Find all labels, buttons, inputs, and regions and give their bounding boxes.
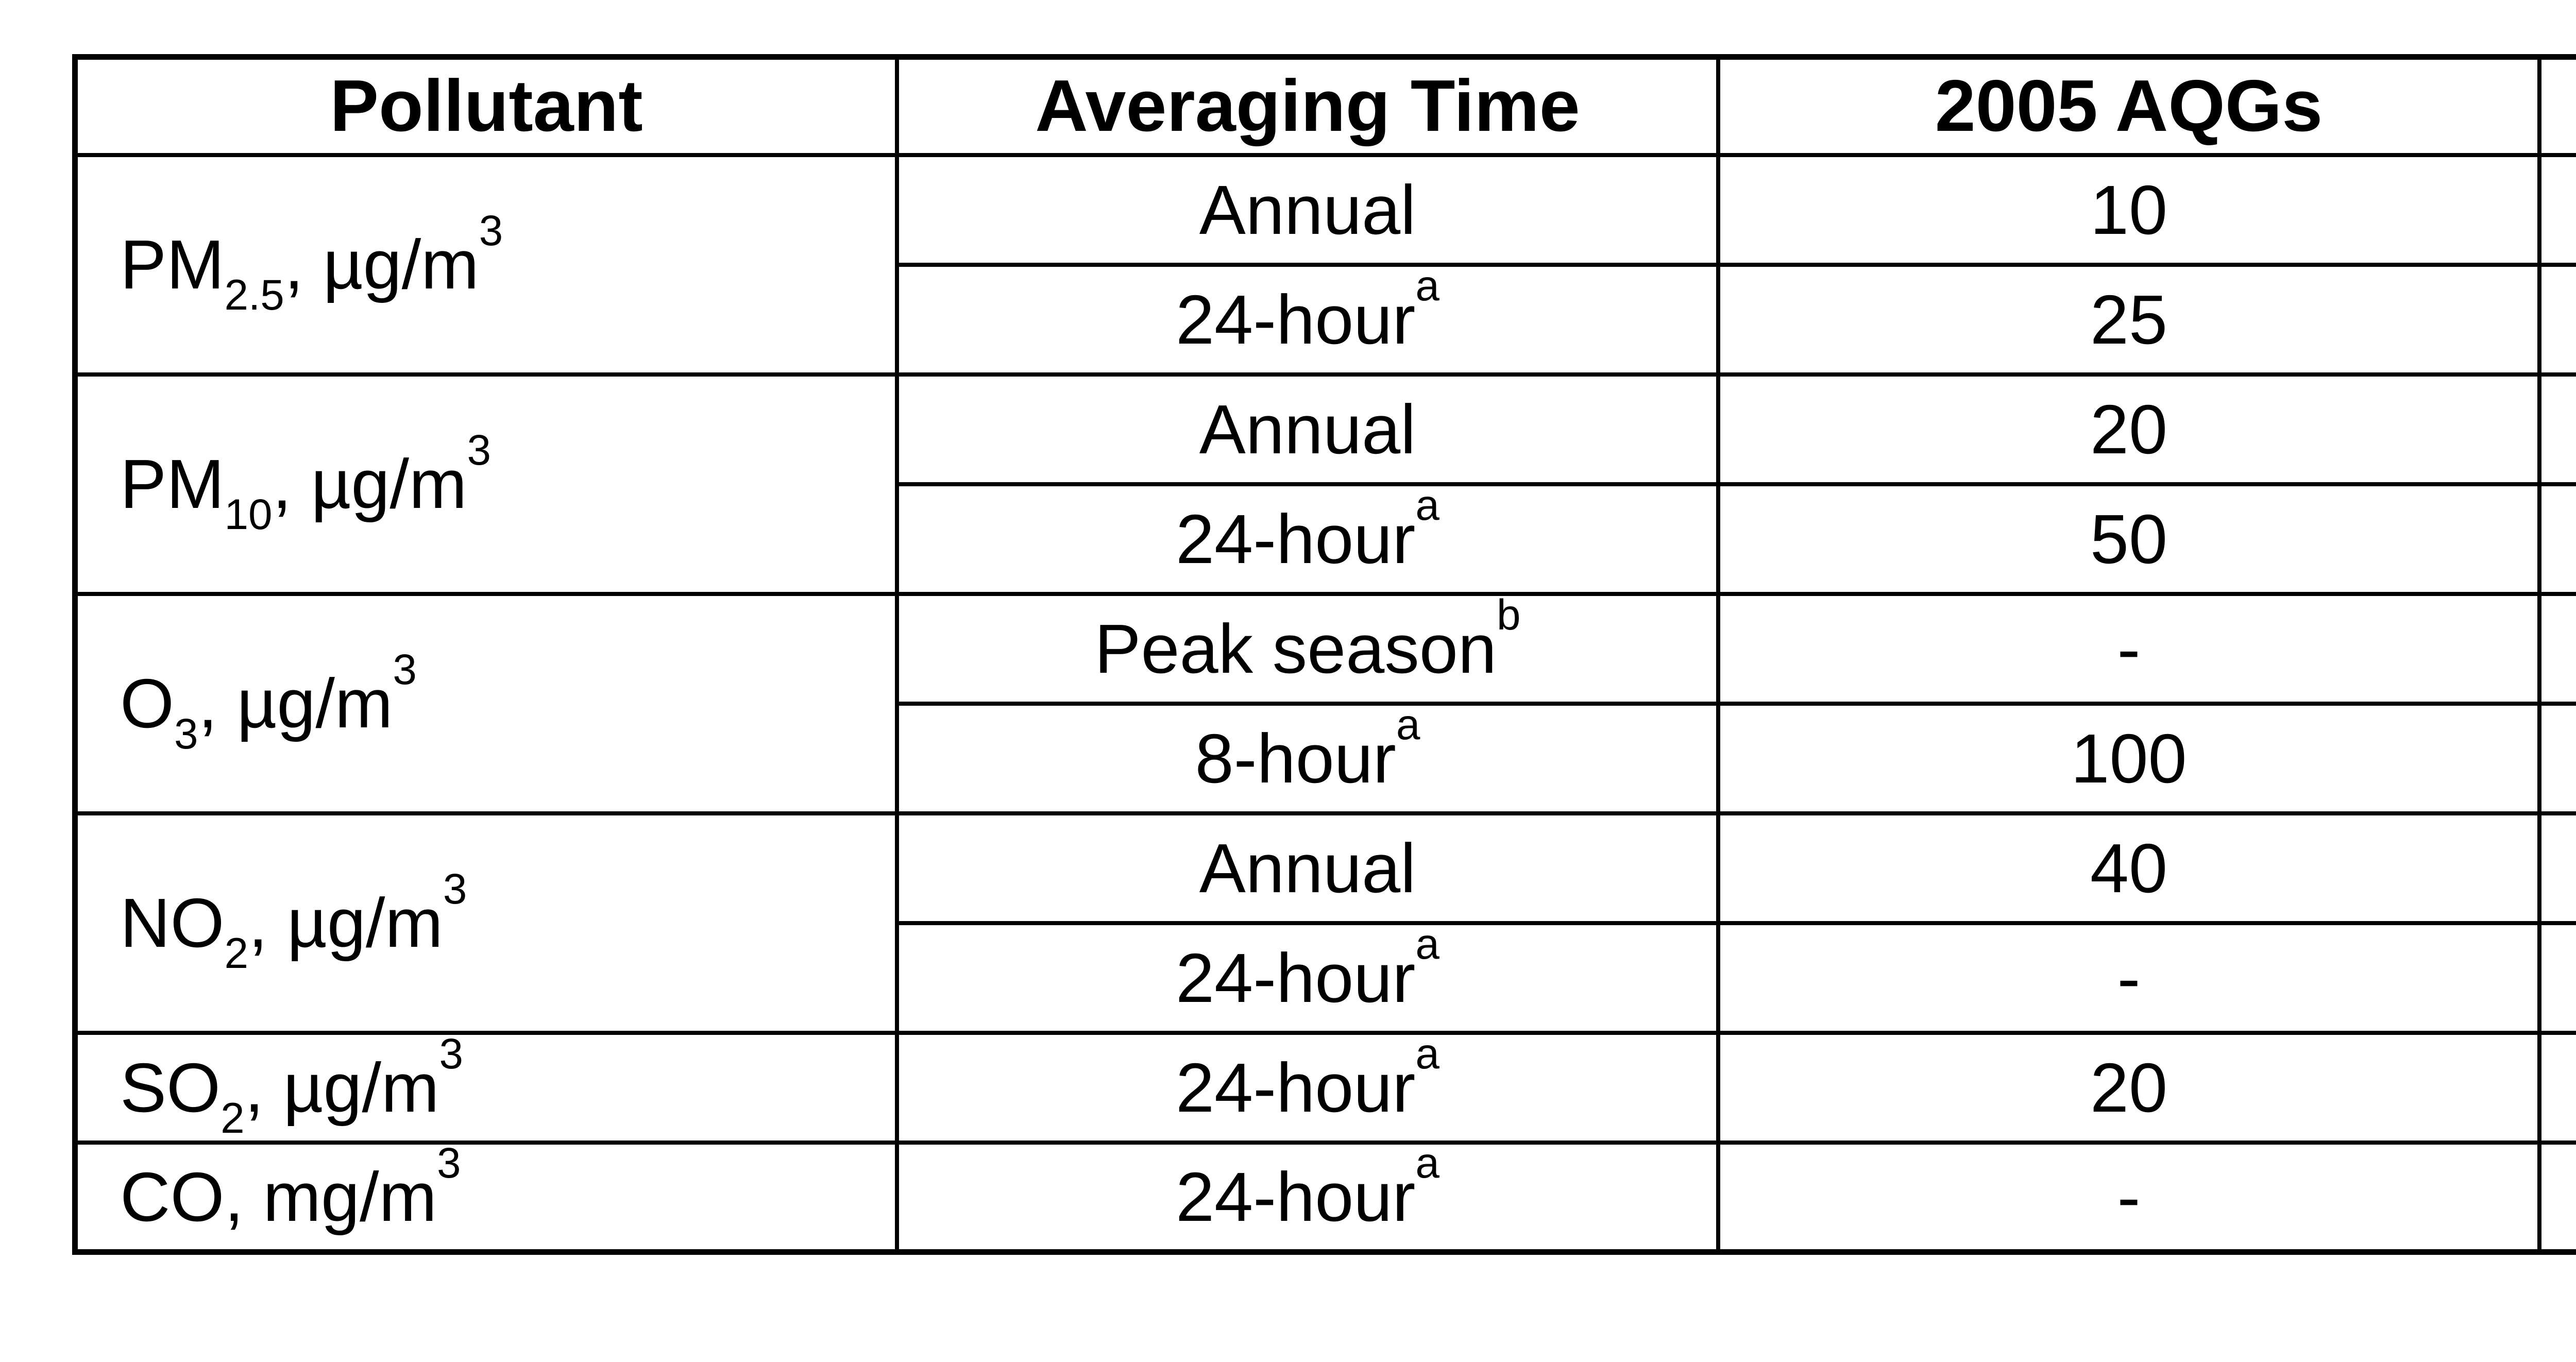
- time-text: 24-hour: [1176, 1048, 1416, 1127]
- footnote-marker: a: [1415, 923, 1439, 968]
- pollutant-superscript: 3: [443, 864, 467, 913]
- header-averaging-time: Averaging Time: [894, 55, 1720, 157]
- time-cell: 24-houra: [894, 262, 1720, 377]
- time-cell: 24-houra: [894, 482, 1720, 596]
- pollutant-unit: , µg/m: [198, 665, 393, 742]
- value-2005-cell: 50: [1716, 482, 2541, 596]
- pollutant-cell-co: CO, mg/m3: [73, 1140, 899, 1254]
- value-2021-cell: 15: [2537, 372, 2576, 486]
- value-2021-cell: 60: [2537, 591, 2576, 706]
- pollutant-subscript: 2: [221, 1093, 245, 1142]
- pollutant-superscript: 3: [479, 206, 503, 255]
- time-text: 8-hour: [1195, 719, 1396, 797]
- footnote-marker: a: [1415, 1032, 1439, 1078]
- time-cell: Annual: [894, 152, 1720, 267]
- pollutant-unit: , µg/m: [248, 884, 443, 962]
- table-row: PM10, µg/m3 Annual 20 15: [73, 372, 2576, 596]
- header-2005-aqgs: 2005 AQGs: [1716, 55, 2541, 157]
- value-2005-cell: 40: [1716, 811, 2541, 925]
- pollutant-superscript: 3: [439, 1032, 463, 1078]
- pollutant-cell-pm25: PM2.5, µg/m3: [73, 152, 899, 377]
- value-2021-cell: 4: [2537, 1140, 2576, 1254]
- footnote-marker: a: [1415, 1142, 1439, 1187]
- footnote-marker: a: [1415, 484, 1439, 529]
- time-cell: 24-houra: [894, 1140, 1720, 1254]
- time-text: 24-hour: [1176, 500, 1416, 578]
- aqg-table-container: Pollutant Averaging Time 2005 AQGs 2021 …: [72, 54, 2576, 1255]
- value-2005-cell: 25: [1716, 262, 2541, 377]
- header-row: Pollutant Averaging Time 2005 AQGs 2021 …: [73, 55, 2576, 157]
- time-cell: Peak seasonb: [894, 591, 1720, 706]
- pollutant-subscript: 10: [224, 490, 273, 539]
- time-text: 24-hour: [1176, 1157, 1416, 1236]
- pollutant-base: PM: [120, 226, 225, 303]
- table-row: 8-houra 100 100: [75, 701, 2576, 815]
- table-row: O3, µg/m3 Peak seasonb - 60: [73, 591, 2576, 815]
- pollutant-unit: , µg/m: [284, 226, 479, 303]
- pollutant-base: PM: [120, 445, 225, 523]
- table-row: 24-houra 50 45: [75, 482, 2576, 596]
- time-cell: Annual: [894, 811, 1720, 925]
- time-text: 24-hour: [1176, 280, 1416, 359]
- pollutant-unit: , mg/m: [224, 1157, 437, 1236]
- pollutant-unit: , µg/m: [272, 445, 467, 523]
- time-cell: 24-houra: [894, 1030, 1720, 1145]
- pollutant-base: O: [120, 665, 175, 742]
- value-2005-cell: 10: [1716, 152, 2541, 267]
- time-text: 24-hour: [1176, 939, 1416, 1017]
- value-2021-cell: 45: [2537, 482, 2576, 596]
- table-row: PM2.5, µg/m3 Annual 10 5: [73, 152, 2576, 377]
- pollutant-base: SO: [120, 1048, 221, 1127]
- pollutant-cell-pm10: PM10, µg/m3: [73, 372, 899, 596]
- pollutant-subscript: 3: [174, 709, 198, 758]
- value-2021-cell: 100: [2537, 701, 2576, 815]
- aqg-table: Pollutant Averaging Time 2005 AQGs 2021 …: [72, 54, 2576, 1255]
- value-2005-cell: -: [1716, 921, 2541, 1035]
- value-2005-cell: 100: [1716, 701, 2541, 815]
- pollutant-superscript: 3: [437, 1142, 461, 1187]
- pollutant-subscript: 2: [224, 929, 249, 978]
- pollutant-base: CO: [120, 1157, 225, 1236]
- footnote-marker: a: [1396, 703, 1420, 748]
- table-row: 24-houra - 25: [75, 921, 2576, 1035]
- value-2021-cell: 10: [2537, 811, 2576, 925]
- pollutant-cell-so2: SO2, µg/m3: [73, 1030, 899, 1145]
- value-2021-cell: 15: [2537, 262, 2576, 377]
- value-2005-cell: 20: [1716, 1030, 2541, 1145]
- pollutant-cell-o3: O3, µg/m3: [73, 591, 899, 815]
- table-row: SO2, µg/m3 24-houra 20 40: [73, 1030, 2576, 1145]
- value-2021-cell: 40: [2537, 1030, 2576, 1145]
- value-2021-cell: 5: [2537, 152, 2576, 267]
- table-row: NO2, µg/m3 Annual 40 10: [73, 811, 2576, 1035]
- pollutant-superscript: 3: [393, 645, 417, 694]
- table-row: 24-houra 25 15: [75, 262, 2576, 377]
- time-cell: 24-houra: [894, 921, 1720, 1035]
- time-text: Peak season: [1094, 609, 1497, 688]
- pollutant-unit: , µg/m: [244, 1048, 439, 1127]
- time-text: Annual: [1199, 390, 1416, 468]
- time-cell: Annual: [894, 372, 1720, 486]
- value-2005-cell: 20: [1716, 372, 2541, 486]
- header-pollutant: Pollutant: [73, 55, 899, 157]
- value-2005-cell: -: [1716, 591, 2541, 706]
- time-cell: 8-houra: [894, 701, 1720, 815]
- footnote-marker: a: [1415, 264, 1439, 310]
- pollutant-superscript: 3: [467, 425, 491, 474]
- value-2005-cell: -: [1716, 1140, 2541, 1254]
- pollutant-base: NO: [120, 884, 225, 962]
- table-row: CO, mg/m3 24-houra - 4: [73, 1140, 2576, 1254]
- footnote-marker: b: [1496, 593, 1521, 639]
- value-2021-cell: 25: [2537, 921, 2576, 1035]
- header-2021-aqgs: 2021 AQGs: [2537, 55, 2576, 157]
- pollutant-cell-no2: NO2, µg/m3: [73, 811, 899, 1035]
- time-text: Annual: [1199, 171, 1416, 249]
- pollutant-subscript: 2.5: [224, 270, 284, 319]
- time-text: Annual: [1199, 829, 1416, 907]
